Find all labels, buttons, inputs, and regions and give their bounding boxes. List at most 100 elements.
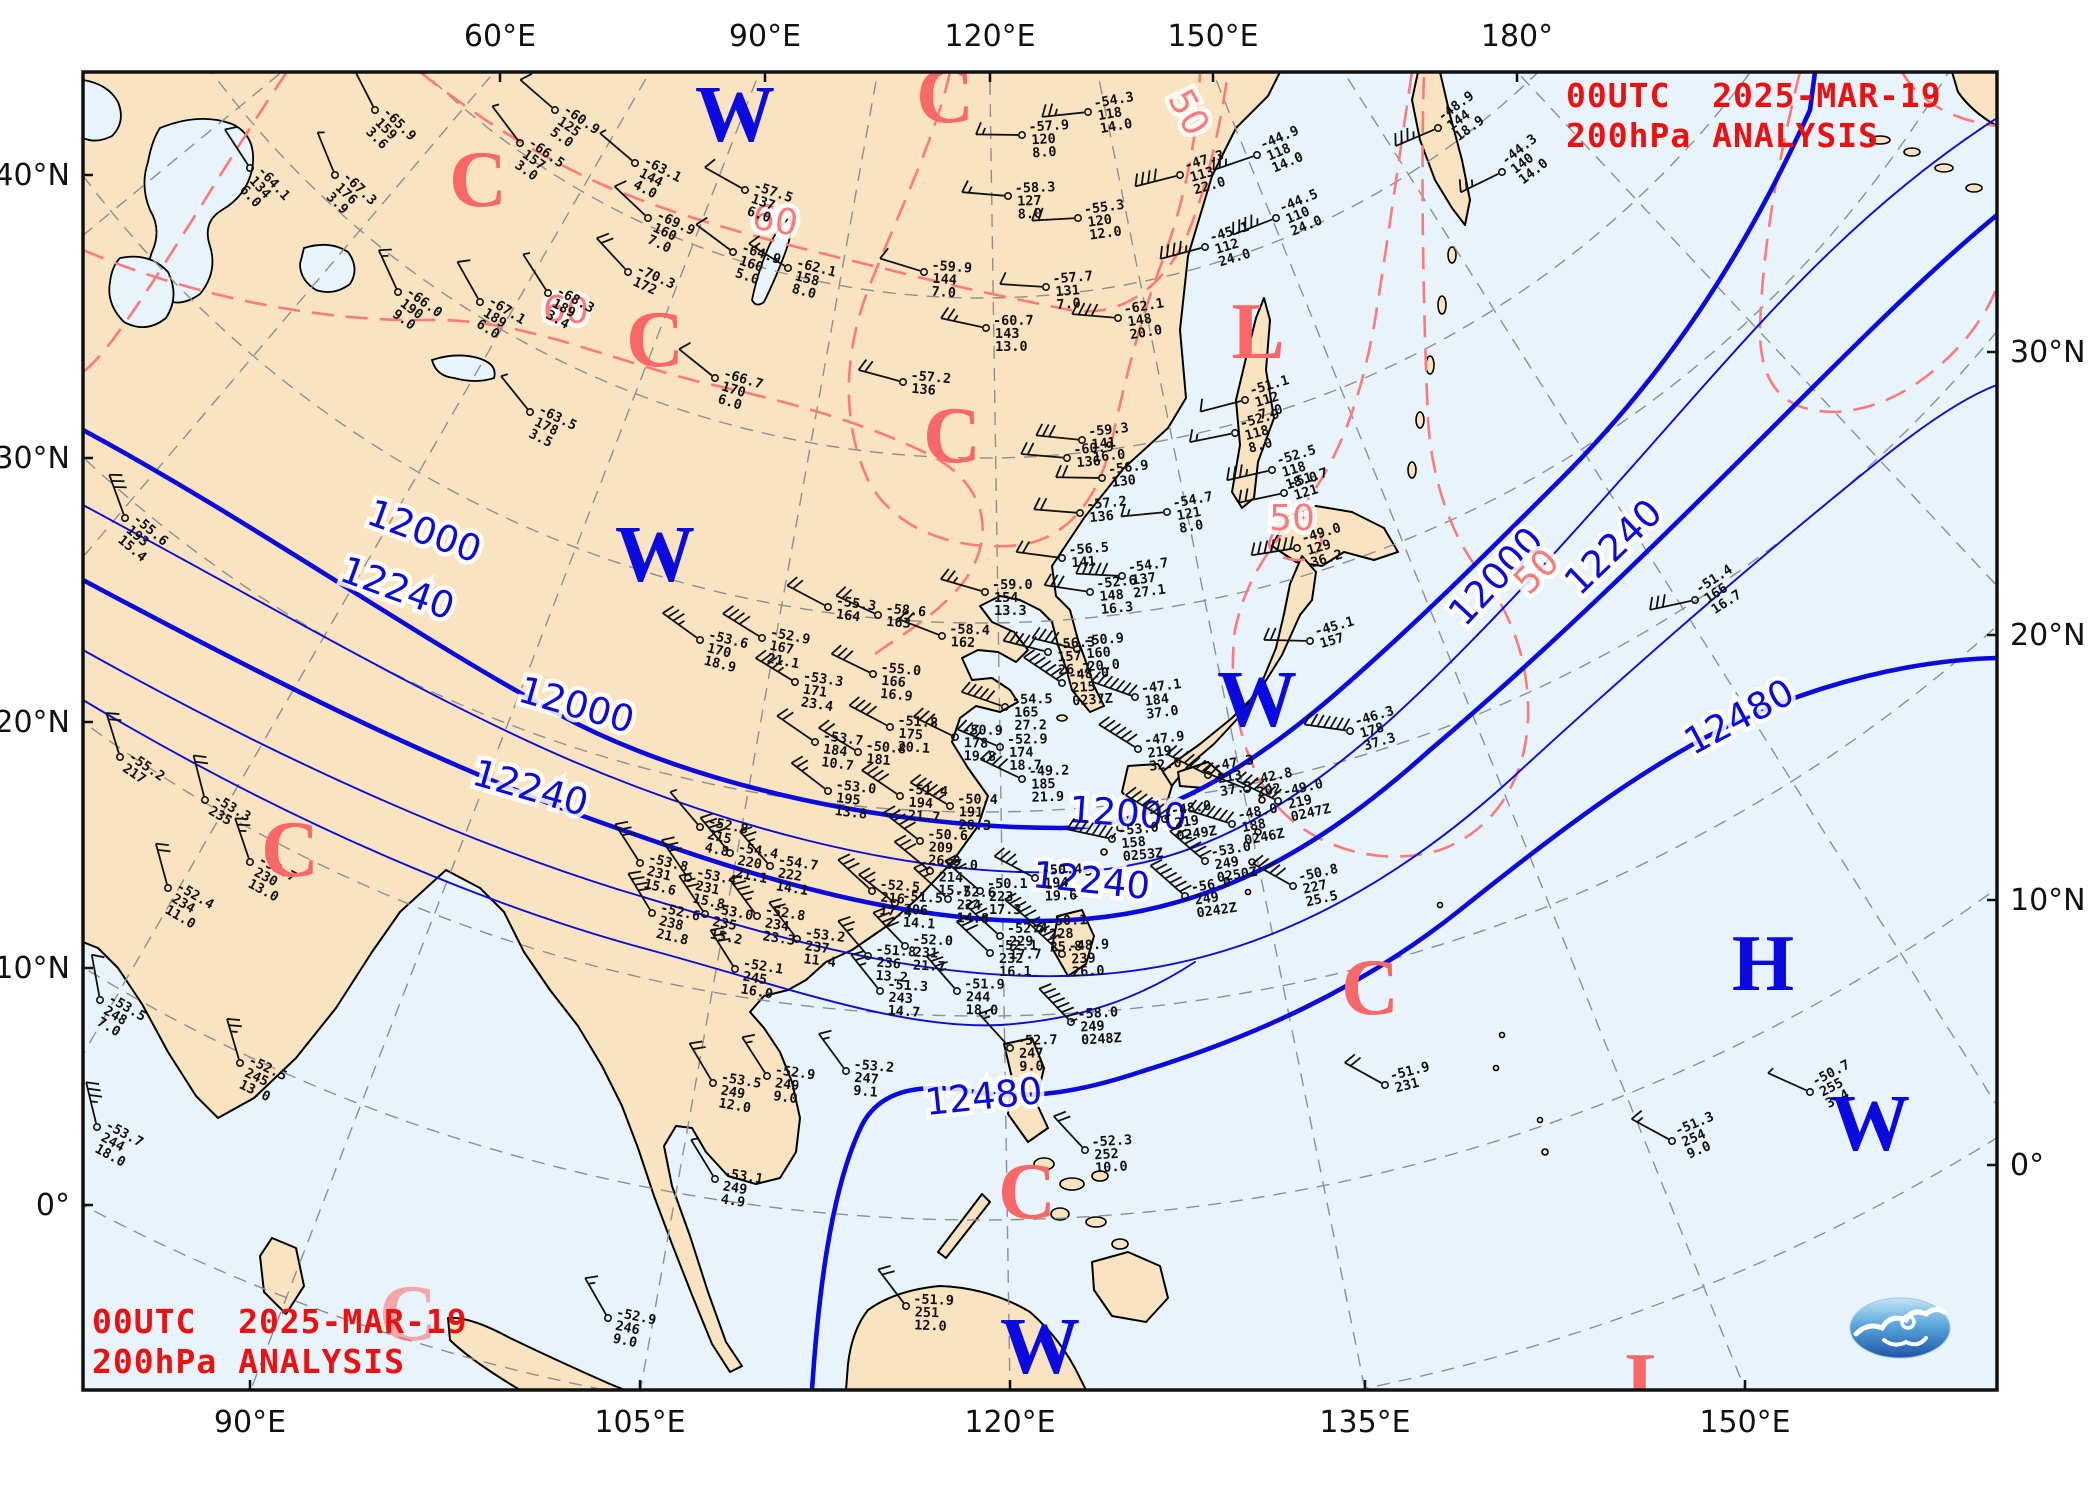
station-temperature: -53.0 [1118, 819, 1160, 839]
wind-barb [1121, 682, 1132, 694]
station-circle [762, 1071, 772, 1081]
wind-barb [1071, 302, 1079, 315]
wind-barb [841, 588, 853, 600]
station-wind-speed: 32.0 [1148, 755, 1182, 775]
station-circle [823, 602, 833, 612]
wind-barb [600, 237, 614, 244]
station-wind-direction: 121 [1175, 504, 1202, 524]
station-circle [875, 986, 885, 996]
wind-barb [692, 1046, 706, 1050]
wind-barb [713, 932, 727, 937]
wind-barb-half [588, 1281, 596, 1285]
station-wind-speed: 12.0 [1088, 223, 1122, 243]
wind-barb [743, 831, 757, 838]
wind-barb [1154, 863, 1168, 871]
station-wind-direction: 185 [1031, 776, 1056, 793]
station-wind-direction: 166 [881, 673, 907, 691]
wind-barb [866, 765, 879, 775]
station-temperature: -56.0 [1190, 874, 1233, 896]
wind-barb [1130, 789, 1143, 800]
station-temperature: -52.9 [1007, 731, 1048, 748]
wind-barb [863, 871, 876, 880]
station-circle [1180, 891, 1190, 901]
station-temperature: -54.5 [1012, 691, 1053, 708]
wind-barb [1342, 718, 1351, 731]
station-circle [898, 377, 908, 387]
wind-barb [686, 883, 700, 888]
wind-barb [457, 259, 471, 263]
wind-shaft [500, 375, 529, 410]
station-wind-speed: 9.0 [1019, 1058, 1044, 1074]
island [1033, 1157, 1055, 1171]
station-wind-direction: 220 [736, 853, 763, 873]
wind-barb [1153, 168, 1157, 182]
wind-barb-half [974, 731, 982, 738]
station-circle [1267, 465, 1277, 475]
station-wind-direction: 136 [1076, 453, 1102, 471]
wind-barb [1104, 826, 1114, 839]
station-wind-direction: 232 [999, 951, 1023, 967]
station-circle [863, 951, 873, 961]
wind-barb [1047, 992, 1061, 999]
wind-barb [837, 915, 851, 922]
station-circle [1200, 242, 1210, 252]
wind-barb [1172, 747, 1184, 758]
wind-barb [519, 73, 533, 81]
island [1100, 848, 1108, 856]
station-circle [1288, 881, 1298, 891]
landmass [1051, 909, 1095, 977]
station-wind-direction: 121 [1292, 481, 1320, 503]
wind-barb [940, 306, 950, 319]
wind-barb [979, 749, 991, 760]
station-circle [120, 513, 130, 523]
landmass [1003, 1037, 1049, 1143]
wind-barb [934, 960, 948, 968]
station-circle [1240, 395, 1250, 405]
island [1492, 1064, 1500, 1072]
wind-barb-half [669, 788, 678, 793]
wind-barb [1183, 753, 1195, 764]
axis-label-longitude: 135°E [1319, 1405, 1410, 1440]
wind-barb [700, 812, 714, 819]
wind-barb [1169, 824, 1182, 833]
wind-barb [1226, 467, 1231, 481]
wind-barb [781, 711, 794, 721]
wind-barb [877, 1265, 891, 1271]
wind-barb [708, 822, 722, 829]
analysis-title-bottom-left: 00UTC 2025-MAR-19 200hPa ANALYSIS [92, 1302, 468, 1381]
station-circle [700, 909, 710, 919]
axis-label-longitude: 60°E [464, 19, 536, 54]
wind-barb [1115, 679, 1126, 691]
wind-barb [1263, 860, 1275, 871]
island [1056, 714, 1068, 722]
station-temperature: -50.9 [1083, 630, 1125, 649]
station-circle [1133, 744, 1143, 754]
wind-barb [1094, 562, 1102, 575]
station-wind-direction: 137 [749, 191, 777, 214]
station-wind-direction: 164 [835, 606, 861, 625]
wind-barb [796, 759, 809, 768]
station-wind-direction: 148 [1127, 311, 1154, 331]
wind-barb [113, 486, 127, 489]
station-circle [853, 747, 863, 757]
wind-barb [1147, 800, 1159, 810]
station-wind-direction: 249 [722, 1178, 749, 1198]
station-circle [919, 267, 929, 277]
wind-barb [1252, 854, 1264, 865]
wind-barb [1097, 673, 1108, 685]
wind-barb [108, 718, 122, 722]
wind-barb [717, 937, 731, 942]
station-circle [1017, 130, 1027, 140]
analysis-title-top-right: 00UTC 2025-MAR-19 200hPa ANALYSIS [1566, 76, 1942, 155]
